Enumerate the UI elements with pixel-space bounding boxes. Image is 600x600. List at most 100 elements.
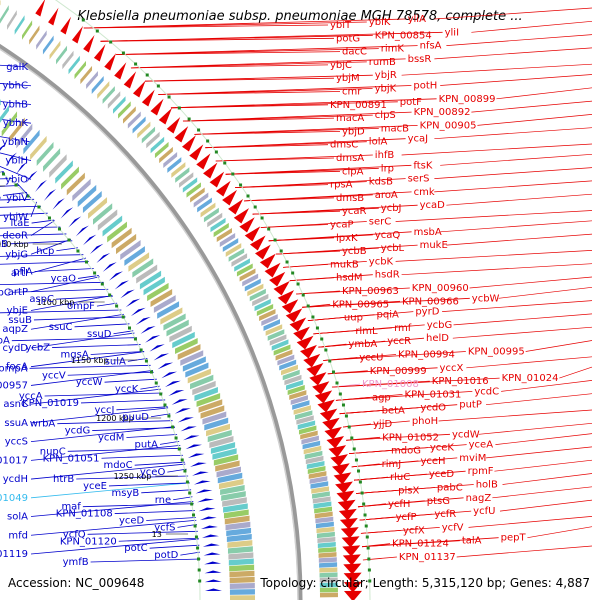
right-gene-label[interactable]: rpsA [330,180,353,191]
right-gene-label[interactable]: KPN_00899 [439,94,496,105]
forward-cog-block[interactable] [14,15,25,35]
reverse-feature-arrow[interactable] [164,380,181,388]
forward-feature-arrow[interactable] [317,399,335,413]
forward-cog-block[interactable] [219,233,236,247]
reverse-cog-block[interactable] [216,466,241,478]
forward-cog-block[interactable] [304,450,323,460]
forward-feature-arrow[interactable] [114,62,127,80]
reverse-cog-block[interactable] [182,356,206,372]
forward-feature-arrow[interactable] [233,208,249,224]
forward-cog-block[interactable] [282,369,300,381]
right-gene-label[interactable]: ybjR [375,70,397,81]
right-gene-label[interactable]: ycbW [472,293,500,304]
right-gene-label[interactable]: msbA [414,227,442,238]
forward-feature-arrow[interactable] [104,53,117,71]
reverse-cog-block[interactable] [220,485,245,495]
forward-cog-block[interactable] [317,536,336,544]
mid-gene-label[interactable]: ycfS [154,522,175,533]
right-gene-label[interactable]: ycbB [342,246,367,257]
mid-gene-label[interactable]: potD [154,550,178,561]
reverse-feature-arrow[interactable] [199,516,217,521]
right-gene-label[interactable]: KPN_00963 [342,286,399,297]
right-gene-label[interactable]: yccX [440,363,464,374]
forward-cog-block[interactable] [259,309,276,321]
right-gene-label[interactable]: potH [413,81,437,92]
reverse-cog-block[interactable] [61,166,79,190]
forward-feature-arrow[interactable] [293,326,310,341]
right-gene-label[interactable]: agp [372,392,391,403]
right-gene-label[interactable]: mviM [459,453,486,464]
right-gene-label[interactable]: hsdR [375,270,400,281]
forward-cog-block[interactable] [319,567,338,573]
reverse-cog-block[interactable] [194,387,218,401]
forward-feature-arrow[interactable] [289,317,307,332]
reverse-feature-arrow[interactable] [60,207,74,219]
forward-feature-arrow[interactable] [239,217,255,233]
right-gene-label[interactable]: ycfX [403,525,425,536]
right-gene-label[interactable]: serC [369,217,391,228]
right-gene-label[interactable]: hsdM [336,273,363,284]
forward-cog-block[interactable] [267,329,285,341]
reverse-cog-block[interactable] [49,154,67,178]
forward-feature-arrow[interactable] [132,80,146,98]
forward-feature-arrow[interactable] [273,281,290,296]
reverse-feature-arrow[interactable] [192,471,209,476]
mid-gene-label[interactable]: puuD [122,412,149,423]
forward-feature-arrow[interactable] [343,572,362,584]
forward-feature-arrow[interactable] [281,299,299,314]
forward-cog-block[interactable] [163,152,178,168]
reverse-feature-arrow[interactable] [35,179,47,193]
forward-cog-block[interactable] [319,587,338,593]
right-gene-label[interactable]: macA [336,113,364,124]
forward-feature-arrow[interactable] [277,290,295,305]
right-gene-label[interactable]: KPN_00999 [370,366,427,377]
reverse-cog-block[interactable] [132,258,154,278]
mid-gene-label[interactable]: wrbA [30,419,56,430]
right-gene-label[interactable]: ycfH [388,499,410,510]
right-gene-label[interactable]: yceA [469,440,494,451]
mid-gene-label[interactable]: ycbZ [25,343,50,354]
reverse-cog-block[interactable] [9,117,25,143]
right-gene-label[interactable]: KPN_00905 [420,120,477,131]
forward-cog-block[interactable] [186,182,201,198]
reverse-cog-block[interactable] [204,417,229,431]
right-gene-label[interactable]: yceK [430,443,455,454]
forward-cog-block[interactable] [318,552,337,558]
right-gene-label[interactable]: kdsB [369,177,393,188]
mid-gene-label[interactable]: trxB [0,239,8,250]
reverse-feature-arrow[interactable] [157,362,174,370]
right-gene-label[interactable]: ycfU [473,506,495,517]
reverse-cog-block[interactable] [153,295,176,313]
forward-feature-arrow[interactable] [333,472,352,485]
reverse-cog-block[interactable] [160,307,183,325]
forward-feature-arrow[interactable] [314,390,333,404]
mid-gene-label[interactable]: ompF [67,301,95,312]
reverse-cog-block[interactable] [218,478,244,490]
left-gene-label[interactable]: ybiW [3,212,28,223]
reverse-feature-arrow[interactable] [195,489,213,494]
forward-cog-block[interactable] [308,471,327,479]
mid-gene-label[interactable]: KPN_01108 [56,509,113,520]
forward-cog-block[interactable] [286,379,304,391]
mid-gene-label[interactable]: maf [61,502,81,513]
forward-cog-block[interactable] [287,385,305,395]
right-gene-label[interactable]: KPN_01008 [362,379,419,390]
left-gene-label[interactable]: KPN_01119 [0,549,28,560]
right-gene-label[interactable]: dmsA [336,153,364,164]
reverse-cog-block[interactable] [206,423,231,437]
right-gene-label[interactable]: KPN_01052 [382,432,439,443]
forward-cog-block[interactable] [207,212,223,228]
forward-feature-arrow[interactable] [71,25,84,44]
right-gene-label[interactable]: rumB [369,57,396,68]
reverse-feature-arrow[interactable] [25,170,38,184]
forward-cog-block[interactable] [312,496,331,504]
forward-cog-block[interactable] [296,415,314,425]
right-gene-label[interactable]: ybiK [369,17,391,28]
reverse-feature-arrow[interactable] [108,271,123,281]
reverse-cog-block[interactable] [217,472,243,484]
reverse-cog-block[interactable] [202,411,227,425]
forward-cog-block[interactable] [42,35,54,55]
mid-gene-label[interactable]: ycbC [0,287,11,298]
reverse-feature-arrow[interactable] [89,243,104,255]
reverse-cog-block[interactable] [30,135,47,161]
